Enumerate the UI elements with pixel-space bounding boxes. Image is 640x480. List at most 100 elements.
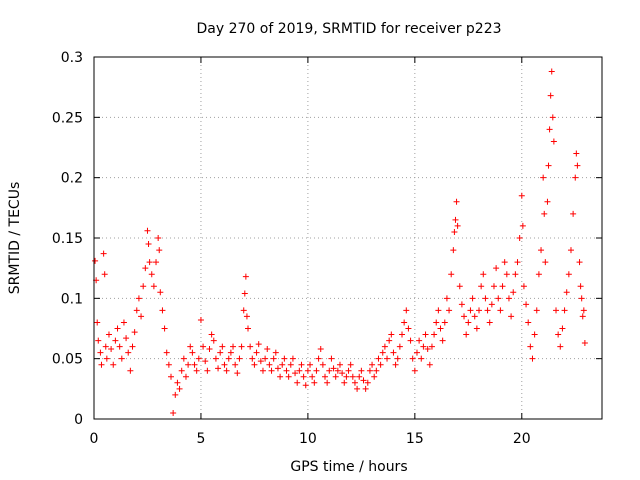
data-point xyxy=(145,241,152,248)
x-tick-label: 20 xyxy=(513,431,531,447)
data-point xyxy=(409,355,416,362)
data-point xyxy=(332,373,339,380)
data-point xyxy=(465,319,472,326)
data-point xyxy=(98,361,105,368)
data-point xyxy=(446,307,453,314)
data-point xyxy=(283,367,290,374)
data-point xyxy=(435,307,442,314)
data-point xyxy=(567,247,574,254)
data-point xyxy=(392,361,399,368)
y-tick-label: 0 xyxy=(74,412,83,428)
data-point xyxy=(264,346,271,353)
y-tick-label: 0.15 xyxy=(52,231,83,247)
data-point xyxy=(381,343,388,350)
data-point xyxy=(578,295,585,302)
data-point xyxy=(127,367,134,374)
data-point xyxy=(420,343,427,350)
y-tick-label: 0.1 xyxy=(61,291,83,307)
data-point xyxy=(94,319,101,326)
data-point xyxy=(426,361,433,368)
data-point xyxy=(548,68,555,75)
data-point xyxy=(349,373,356,380)
data-point xyxy=(116,343,123,350)
data-point xyxy=(317,346,324,353)
data-point xyxy=(555,331,562,338)
data-point xyxy=(581,339,588,346)
data-point xyxy=(245,325,252,332)
data-point xyxy=(309,373,316,380)
data-point xyxy=(495,295,502,302)
data-point xyxy=(294,379,301,386)
data-point xyxy=(268,367,275,374)
data-point xyxy=(92,257,99,264)
data-point xyxy=(546,126,553,133)
data-point xyxy=(153,259,160,266)
data-point xyxy=(292,370,299,377)
data-point xyxy=(138,313,145,320)
chart-title: Day 270 of 2019, SRMTID for receiver p22… xyxy=(196,21,501,37)
data-point xyxy=(185,361,192,368)
data-point xyxy=(259,367,266,374)
data-point xyxy=(531,331,538,338)
data-point xyxy=(347,361,354,368)
data-point xyxy=(493,265,500,272)
data-point xyxy=(215,365,222,372)
data-point xyxy=(159,307,166,314)
data-point xyxy=(473,325,480,332)
data-point xyxy=(339,370,346,377)
data-point xyxy=(315,355,322,362)
data-point xyxy=(390,349,397,356)
data-point xyxy=(277,373,284,380)
data-point xyxy=(579,313,586,320)
data-point xyxy=(140,283,147,290)
data-point xyxy=(580,307,587,314)
data-point xyxy=(471,313,478,320)
data-point xyxy=(193,367,200,374)
data-point xyxy=(488,301,495,308)
data-point xyxy=(148,271,155,278)
y-tick-label: 0.2 xyxy=(61,171,83,187)
data-point xyxy=(443,295,450,302)
data-point xyxy=(439,337,446,344)
data-point xyxy=(195,355,202,362)
data-point xyxy=(514,259,521,266)
data-point xyxy=(377,361,384,368)
data-point xyxy=(523,301,530,308)
data-point xyxy=(174,379,181,386)
data-point xyxy=(570,210,577,217)
data-point xyxy=(142,265,149,272)
data-point xyxy=(225,355,232,362)
data-point xyxy=(411,367,418,374)
data-point xyxy=(563,289,570,296)
data-point xyxy=(221,361,228,368)
data-point xyxy=(150,283,157,290)
data-point xyxy=(298,361,305,368)
data-point xyxy=(230,343,237,350)
data-point xyxy=(535,271,542,278)
data-point xyxy=(486,319,493,326)
data-point xyxy=(240,307,247,314)
data-point xyxy=(379,349,386,356)
data-point xyxy=(369,361,376,368)
data-point xyxy=(394,355,401,362)
data-point xyxy=(200,343,207,350)
data-point xyxy=(461,313,468,320)
x-axis-title: GPS time / hours xyxy=(290,459,407,475)
data-point xyxy=(180,355,187,362)
data-point xyxy=(324,379,331,386)
data-point xyxy=(241,290,248,297)
data-point xyxy=(326,367,333,374)
data-point xyxy=(437,325,444,332)
data-point xyxy=(170,409,177,416)
data-points xyxy=(92,68,588,416)
data-point xyxy=(433,319,440,326)
data-point xyxy=(311,379,318,386)
data-point xyxy=(172,391,179,398)
data-point xyxy=(156,247,163,254)
data-point xyxy=(236,355,243,362)
data-point xyxy=(206,346,213,353)
data-point xyxy=(234,370,241,377)
data-point xyxy=(482,295,489,302)
data-point xyxy=(508,313,515,320)
data-point xyxy=(405,325,412,332)
